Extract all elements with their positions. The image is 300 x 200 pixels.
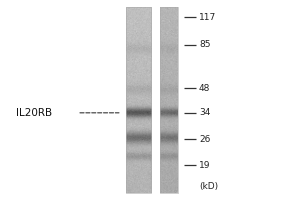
Text: 48: 48 [199, 84, 210, 93]
Bar [126, 7, 152, 193]
Bar [160, 7, 178, 193]
Text: IL20RB: IL20RB [16, 108, 52, 118]
Text: 117: 117 [199, 13, 216, 22]
Text: 26: 26 [199, 135, 210, 144]
Text: (kD): (kD) [199, 182, 218, 191]
Text: 85: 85 [199, 40, 211, 49]
Text: 34: 34 [199, 108, 210, 117]
Text: 19: 19 [199, 161, 211, 170]
